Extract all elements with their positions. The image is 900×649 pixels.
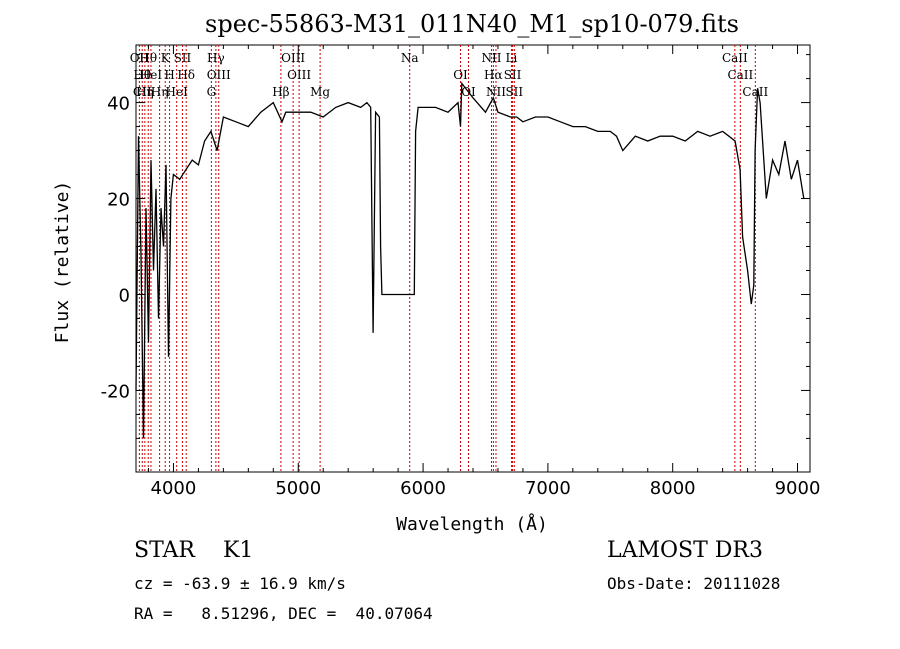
line-marker-label: SII: [504, 68, 522, 82]
line-marker-label: CaII: [727, 68, 753, 82]
line-marker-label: SII: [174, 51, 192, 65]
line-marker-label: CaII: [742, 85, 768, 99]
x-tick-label: 6000: [400, 478, 446, 499]
coordinates: RA = 8.51296, DEC = 40.07064: [134, 604, 433, 623]
line-marker-label: Hγ: [207, 51, 225, 65]
x-tick-label: 4000: [151, 478, 197, 499]
line-marker-label: H: [164, 68, 174, 82]
line-marker-label: OI: [453, 68, 468, 82]
line-marker-label: Hη: [136, 85, 154, 99]
line-marker-label: OIII: [207, 68, 231, 82]
spectral-line-markers: [138, 45, 756, 472]
line-marker-label: SII: [505, 85, 523, 99]
survey-name: LAMOST DR3: [607, 538, 763, 563]
y-tick-label: 20: [107, 190, 130, 211]
flux-series-line: [135, 81, 805, 439]
line-marker-label: K: [161, 51, 171, 65]
line-marker-label: OIII: [281, 51, 305, 65]
line-marker-label: OII: [130, 51, 150, 65]
spectral-line-labels: OIIHθCIIHηHθHeIHηKHHeISIIHδGHγOIIIHβOIII…: [130, 51, 769, 99]
x-tick-label: 7000: [525, 478, 571, 499]
line-marker-label: NII: [481, 51, 501, 65]
line-marker-label: HeI: [166, 85, 189, 99]
line-marker-label: Mg: [310, 85, 330, 99]
redshift-cz: cz = -63.9 ± 16.9 km/s: [134, 574, 346, 593]
line-marker-label: Hβ: [272, 85, 289, 99]
y-tick-label: 0: [119, 285, 130, 306]
axes: 4000 5000 6000 7000 8000 9000 -20 0 20 40: [101, 45, 821, 499]
line-marker-label: Hη: [151, 85, 169, 99]
x-axis-label: Wavelength (Å): [396, 513, 548, 535]
line-marker-label: G: [207, 85, 217, 99]
line-marker-label: NII: [486, 85, 506, 99]
y-axis-label: Flux (relative): [52, 181, 73, 344]
line-marker-label: Hα: [484, 68, 503, 82]
line-marker-label: HeI: [140, 68, 163, 82]
x-tick-label: 8000: [650, 478, 696, 499]
line-marker-label: Li: [506, 51, 518, 65]
line-marker-label: CaII: [722, 51, 748, 65]
line-marker-label: OIII: [287, 68, 311, 82]
plot-frame: [135, 44, 811, 473]
observation-date: Obs-Date: 20111028: [607, 574, 781, 593]
line-marker-label: Hθ: [139, 51, 157, 65]
x-tick-label: 5000: [275, 478, 321, 499]
object-class: STAR K1: [134, 538, 254, 563]
chart-title: spec-55863-M31_011N40_M1_sp10-079.fits: [205, 10, 739, 38]
line-marker-label: Hδ: [177, 68, 195, 82]
y-tick-label: 40: [107, 94, 130, 115]
x-tick-label: 9000: [775, 478, 821, 499]
line-marker-label: CII: [133, 85, 152, 99]
y-tick-label: -20: [101, 381, 130, 402]
line-marker-label: Na: [401, 51, 419, 65]
